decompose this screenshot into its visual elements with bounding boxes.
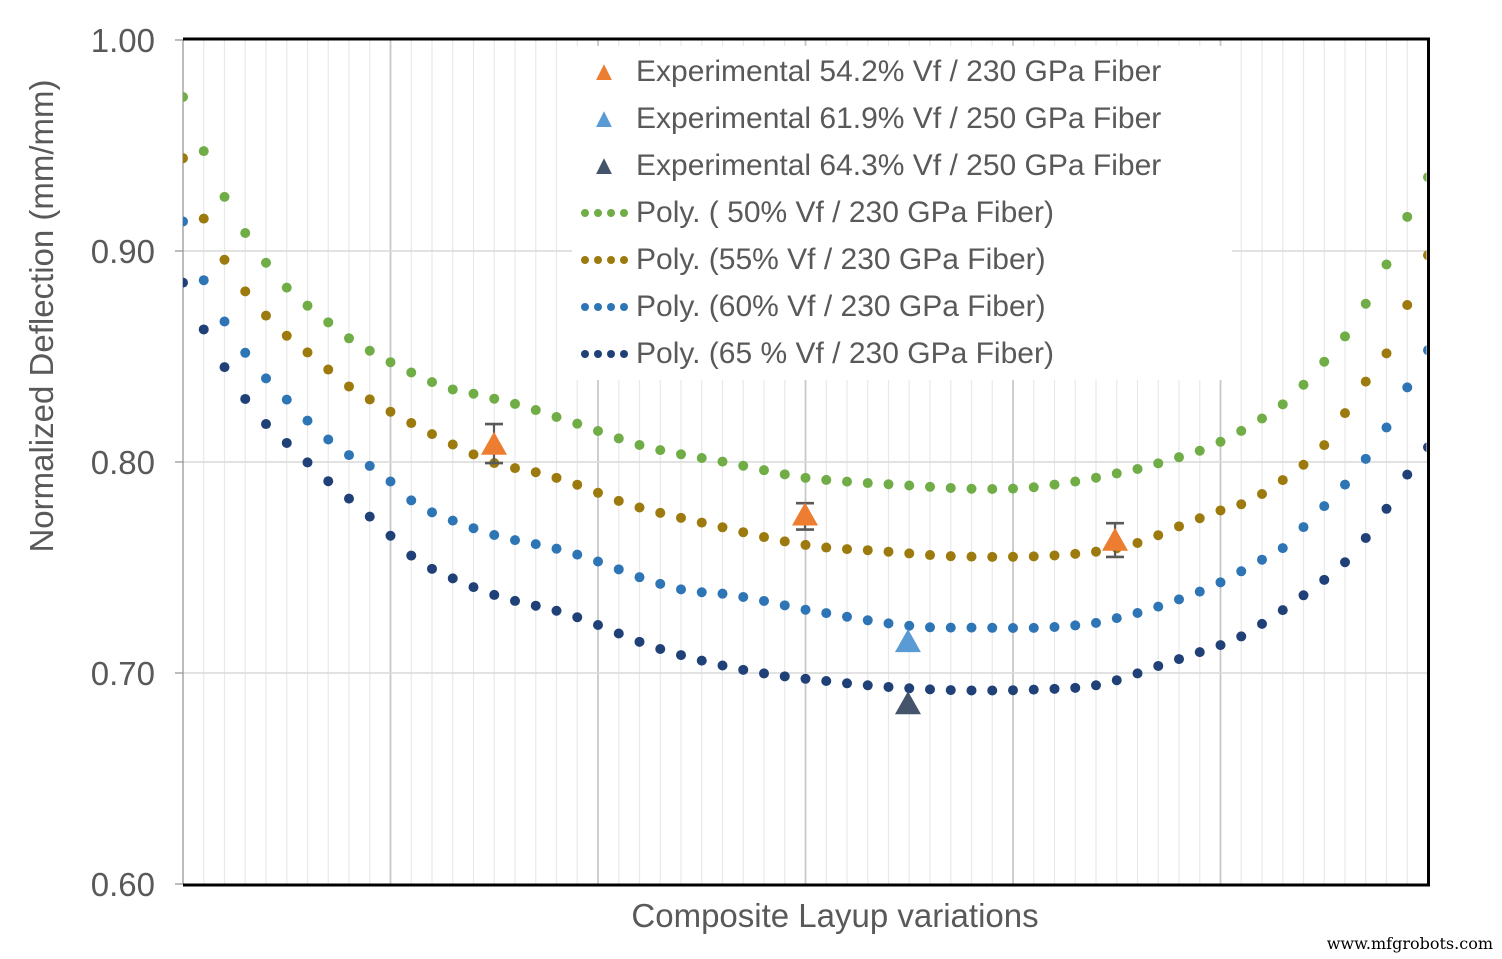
dotted-line-marker-icon <box>572 303 636 312</box>
chart-legend: ▲ Experimental 54.2% Vf / 230 GPa Fiber … <box>572 46 1232 380</box>
y-axis-tick-label: 0.90 <box>90 233 155 270</box>
y-axis-tick-label: 0.70 <box>90 655 155 692</box>
y-axis-tick-label: 0.60 <box>90 866 155 903</box>
experimental-exp-54-2 <box>481 422 1129 559</box>
triangle-marker-icon: ▲ <box>590 56 618 87</box>
legend-item-poly-50: Poly. ( 50% Vf / 230 GPa Fiber) <box>572 191 1232 235</box>
triangle-marker-icon: ▲ <box>590 150 618 181</box>
legend-label: Poly. (60% Vf / 230 GPa Fiber) <box>636 290 1046 324</box>
triangle-marker-icon: ▲ <box>590 103 618 134</box>
poly-curve-poly-60 <box>183 216 1427 633</box>
poly-curve-poly-50 <box>183 91 1427 495</box>
legend-item-poly-65: Poly. (65 % Vf / 230 GPa Fiber) <box>572 332 1232 376</box>
y-axis-title: Normalized Deflection (mm/mm) <box>23 79 60 553</box>
watermark: www.mfgrobots.com <box>1326 934 1493 953</box>
legend-label: Poly. (55% Vf / 230 GPa Fiber) <box>636 243 1046 277</box>
legend-label: Poly. ( 50% Vf / 230 GPa Fiber) <box>636 195 1054 229</box>
legend-item-exp-64-3: ▲ Experimental 64.3% Vf / 250 GPa Fiber <box>572 144 1232 188</box>
y-axis-tick-label: 0.80 <box>90 444 155 481</box>
dotted-line-marker-icon <box>572 208 636 217</box>
plot-borders <box>183 37 1430 887</box>
legend-label: Experimental 61.9% Vf / 250 GPa Fiber <box>636 101 1162 135</box>
legend-label: Poly. (65 % Vf / 230 GPa Fiber) <box>636 337 1054 371</box>
gridlines <box>175 39 1428 885</box>
legend-item-exp-54-2: ▲ Experimental 54.2% Vf / 230 GPa Fiber <box>572 50 1232 94</box>
legend-label: Experimental 54.2% Vf / 230 GPa Fiber <box>636 54 1162 88</box>
legend-item-poly-55: Poly. (55% Vf / 230 GPa Fiber) <box>572 238 1232 282</box>
y-axis-tick-label: 1.00 <box>90 22 155 59</box>
experimental-exp-61-9 <box>894 629 921 653</box>
legend-item-poly-60: Poly. (60% Vf / 230 GPa Fiber) <box>572 285 1232 329</box>
dotted-line-marker-icon <box>572 256 636 265</box>
experimental-exp-64-3 <box>894 691 921 715</box>
dotted-line-marker-icon <box>572 350 636 359</box>
legend-item-exp-61-9: ▲ Experimental 61.9% Vf / 250 GPa Fiber <box>572 97 1232 141</box>
legend-label: Experimental 64.3% Vf / 250 GPa Fiber <box>636 148 1162 182</box>
x-axis-title: Composite Layup variations <box>631 897 1039 934</box>
poly-curve-poly-65 <box>183 277 1427 696</box>
